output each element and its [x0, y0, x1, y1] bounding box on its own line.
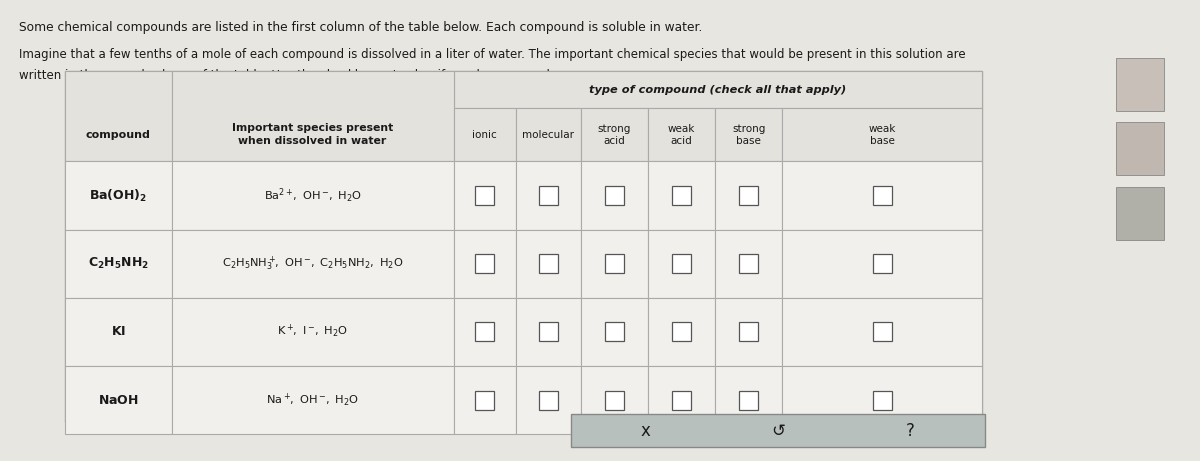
Text: x: x: [641, 421, 650, 440]
Bar: [516, 230, 581, 298]
Text: ionic: ionic: [473, 130, 497, 140]
Bar: [65, 71, 982, 422]
Bar: [739, 322, 758, 342]
Text: Important species present
when dissolved in water: Important species present when dissolved…: [232, 123, 394, 147]
Bar: [454, 108, 516, 161]
Bar: [571, 414, 985, 447]
Bar: [715, 161, 782, 230]
Bar: [539, 322, 558, 342]
Bar: [581, 366, 648, 434]
Bar: [715, 298, 782, 366]
Bar: [872, 254, 892, 273]
Text: ↺: ↺: [772, 421, 785, 440]
Bar: [1116, 58, 1164, 111]
Bar: [454, 298, 516, 366]
Text: molecular: molecular: [522, 130, 575, 140]
Bar: [581, 161, 648, 230]
Bar: [65, 230, 172, 298]
Bar: [672, 322, 691, 342]
Text: Imagine that a few tenths of a mole of each compound is dissolved in a liter of : Imagine that a few tenths of a mole of e…: [19, 48, 966, 61]
Bar: [65, 161, 172, 230]
Bar: [475, 390, 494, 410]
Bar: [1116, 187, 1164, 240]
Text: strong
base: strong base: [732, 124, 766, 146]
Bar: [516, 161, 581, 230]
Bar: [872, 322, 892, 342]
Bar: [672, 186, 691, 205]
Bar: [539, 254, 558, 273]
Bar: [648, 230, 715, 298]
Bar: [605, 390, 624, 410]
Bar: [715, 230, 782, 298]
Bar: [872, 186, 892, 205]
Bar: [454, 71, 982, 108]
Text: $\mathbf{NaOH}$: $\mathbf{NaOH}$: [98, 394, 138, 407]
Text: ?: ?: [906, 421, 916, 440]
Text: Some chemical compounds are listed in the first column of the table below. Each : Some chemical compounds are listed in th…: [19, 21, 702, 34]
Bar: [454, 230, 516, 298]
Bar: [648, 161, 715, 230]
Bar: [672, 254, 691, 273]
Bar: [782, 298, 982, 366]
Text: $\mathbf{Ba(OH)_2}$: $\mathbf{Ba(OH)_2}$: [89, 188, 148, 203]
Bar: [605, 186, 624, 205]
Bar: [65, 71, 172, 161]
Text: type of compound (check all that apply): type of compound (check all that apply): [589, 85, 846, 95]
Bar: [454, 161, 516, 230]
Text: weak
acid: weak acid: [668, 124, 695, 146]
Bar: [516, 366, 581, 434]
Bar: [739, 390, 758, 410]
Bar: [65, 298, 172, 366]
Text: $\mathbf{C_2H_5NH_2}$: $\mathbf{C_2H_5NH_2}$: [88, 256, 149, 271]
Bar: [605, 322, 624, 342]
Text: $\mathrm{Na^+\!,\ OH^-\!,\ H_2O}$: $\mathrm{Na^+\!,\ OH^-\!,\ H_2O}$: [266, 391, 359, 409]
Bar: [782, 366, 982, 434]
Bar: [516, 108, 581, 161]
Bar: [475, 322, 494, 342]
Text: weak
base: weak base: [869, 124, 895, 146]
Bar: [475, 254, 494, 273]
Bar: [172, 71, 454, 161]
Text: $\mathrm{Ba^{2+\!},\ OH^-\!,\ H_2O}$: $\mathrm{Ba^{2+\!},\ OH^-\!,\ H_2O}$: [264, 186, 361, 205]
Bar: [581, 108, 648, 161]
Bar: [1116, 122, 1164, 175]
Bar: [581, 230, 648, 298]
Text: $\mathrm{C_2H_5NH_3^+\!,\ OH^-\!,\ C_2H_5NH_2,\ H_2O}$: $\mathrm{C_2H_5NH_3^+\!,\ OH^-\!,\ C_2H_…: [222, 254, 403, 273]
Bar: [782, 108, 982, 161]
Bar: [605, 254, 624, 273]
Bar: [172, 366, 454, 434]
Bar: [172, 161, 454, 230]
Text: strong
acid: strong acid: [598, 124, 631, 146]
Bar: [715, 108, 782, 161]
Bar: [454, 366, 516, 434]
Bar: [872, 390, 892, 410]
Bar: [516, 298, 581, 366]
Bar: [648, 298, 715, 366]
Text: written in the second column of the table. Use the checkboxes to classify each c: written in the second column of the tabl…: [19, 69, 554, 82]
Bar: [581, 298, 648, 366]
Text: $\mathbf{KI}$: $\mathbf{KI}$: [110, 325, 126, 338]
Bar: [65, 366, 172, 434]
Bar: [172, 298, 454, 366]
Bar: [739, 254, 758, 273]
Bar: [539, 390, 558, 410]
Text: $\mathrm{K^+\!,\ I^-\!,\ H_2O}$: $\mathrm{K^+\!,\ I^-\!,\ H_2O}$: [277, 323, 348, 341]
Bar: [782, 161, 982, 230]
Bar: [739, 186, 758, 205]
Bar: [648, 366, 715, 434]
Bar: [475, 186, 494, 205]
Bar: [172, 230, 454, 298]
Bar: [782, 230, 982, 298]
Text: compound: compound: [85, 130, 151, 140]
Bar: [715, 366, 782, 434]
Bar: [672, 390, 691, 410]
Bar: [648, 108, 715, 161]
Bar: [539, 186, 558, 205]
